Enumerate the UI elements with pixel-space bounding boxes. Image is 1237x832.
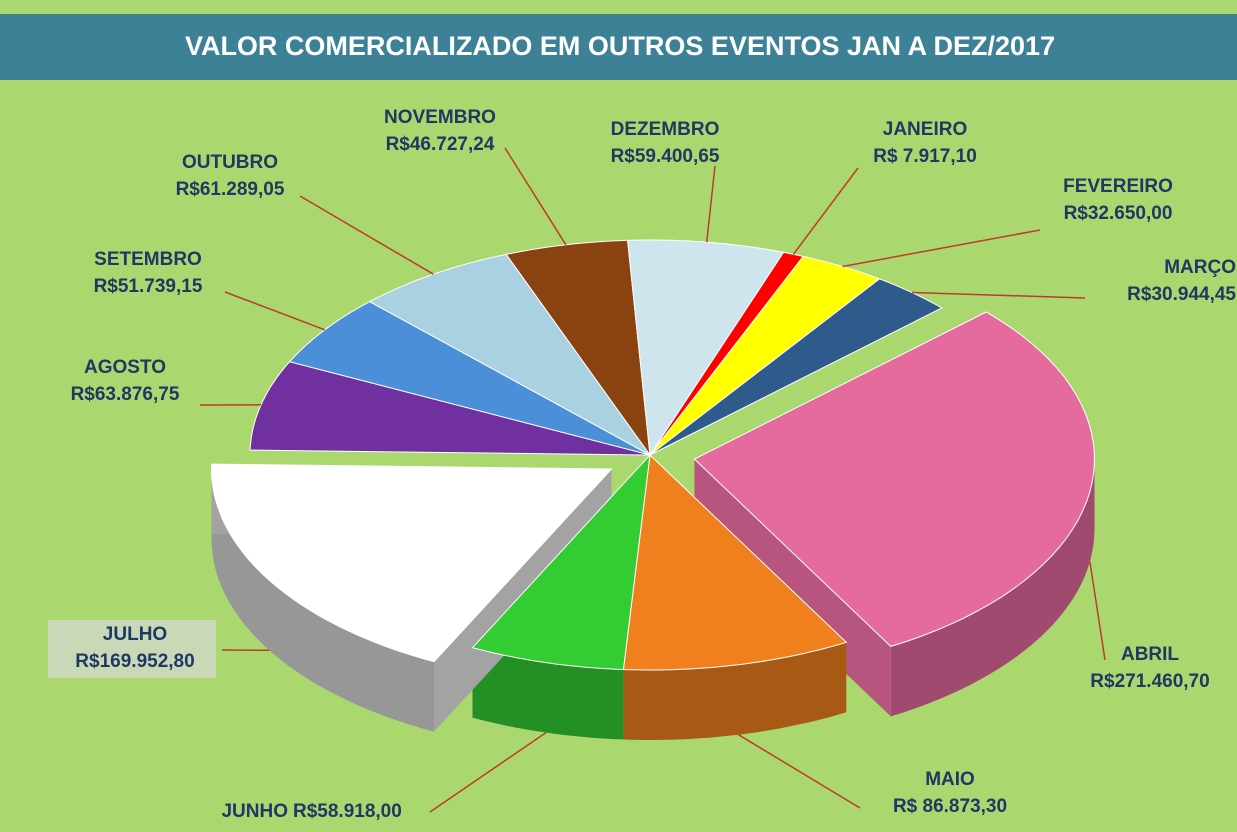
value-label: R$271.460,70 [1090, 671, 1209, 692]
value-label: R$58.918,00 [293, 801, 402, 822]
slice [210, 463, 613, 663]
category-label: ABRIL [1121, 644, 1179, 665]
value-label: R$ 86.873,30 [893, 796, 1007, 817]
value-label: R$30.944,45 [1127, 284, 1236, 305]
value-label: R$61.289,05 [176, 179, 285, 200]
value-label: R$46.727,24 [386, 134, 495, 155]
slice [622, 453, 848, 671]
slice [471, 453, 651, 671]
leader-line [1089, 561, 1106, 661]
title-bar [0, 14, 1237, 80]
category-label: JANEIRO [883, 119, 967, 140]
category-label: JULHO [103, 624, 167, 645]
value-label: R$32.650,00 [1064, 203, 1173, 224]
slice-side [890, 459, 1095, 717]
category-label: AGOSTO [84, 357, 166, 378]
slice-side [211, 469, 434, 732]
leader-line [705, 165, 716, 243]
value-label: R$63.876,75 [71, 384, 180, 405]
label-box [48, 620, 216, 678]
value-label: R$ 7.917,10 [873, 146, 977, 167]
category-label: SETEMBRO [94, 249, 202, 270]
category-label: NOVEMBRO [384, 107, 496, 128]
slice [693, 311, 1095, 647]
leader-line [299, 195, 434, 275]
leader-line [842, 229, 1041, 268]
labels: JANEIRO R$ 7.917,10 FEVEREIRO R$32.650,00 MA… [71, 107, 1237, 822]
leader-line [224, 291, 326, 331]
category-label: JUNHO [221, 801, 288, 822]
category-label: OUTUBRO [182, 152, 278, 173]
leader-line [738, 734, 861, 809]
leader-line [792, 167, 859, 255]
category-label: MARÇO [1164, 257, 1236, 278]
value-label: R$51.739,15 [94, 276, 203, 297]
value-label: R$59.400,65 [611, 146, 720, 167]
slice-side [472, 647, 624, 740]
leader-line [911, 291, 1086, 299]
value-label: R$169.952,80 [75, 651, 194, 672]
chart-title: VALOR COMERCIALIZADO EM OUTROS EVENTOS J… [185, 31, 1055, 61]
leader-line [429, 731, 547, 813]
category-label: FEVEREIRO [1063, 176, 1173, 197]
category-label: DEZEMBRO [611, 119, 720, 140]
pie-tops [210, 239, 1095, 671]
category-label: MAIO [925, 769, 975, 790]
leader-line [504, 147, 567, 246]
slice-side [623, 642, 847, 740]
